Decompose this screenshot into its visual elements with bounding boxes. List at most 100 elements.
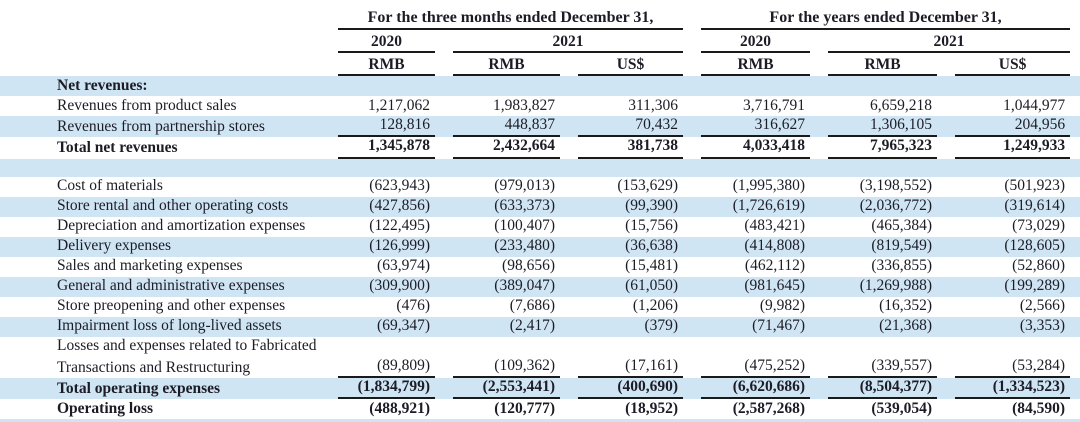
cell-value: 1,249,933 bbox=[937, 137, 1071, 159]
table-row: Total operating expenses (1,834,799) (2,55… bbox=[0, 378, 1080, 400]
row-label bbox=[0, 159, 320, 177]
cell-value: (475,252) bbox=[683, 357, 811, 379]
currency-header: US$ bbox=[578, 56, 684, 76]
cell-value: 381,738 bbox=[560, 137, 684, 159]
cell-value: (2,566) bbox=[1019, 297, 1066, 315]
cell-value: (153,629) bbox=[617, 177, 679, 195]
cell-value: (120,777) bbox=[494, 400, 555, 418]
cell-value: (400,690) bbox=[560, 378, 684, 400]
edge-spacer bbox=[1070, 0, 1080, 30]
table-header: For the three months ended December 31, … bbox=[0, 0, 1080, 76]
cell-value: (98,656) bbox=[502, 257, 555, 275]
cell-value: (15,481) bbox=[625, 257, 679, 275]
row-label: Depreciation and amortization expenses bbox=[57, 217, 306, 235]
row-label: Operating loss bbox=[57, 400, 154, 418]
header-row-period: For the three months ended December 31, … bbox=[0, 0, 1080, 30]
table-row: Losses and expenses related to Fabricate… bbox=[0, 337, 1080, 357]
row-label: Total operating expenses bbox=[57, 380, 221, 398]
edge-spacer bbox=[1070, 237, 1080, 257]
cell-value: (1,834,799) bbox=[320, 378, 435, 400]
cell-value: (1,206) bbox=[632, 297, 679, 315]
row-label: Impairment loss of long-lived assets bbox=[57, 317, 282, 335]
row-label: Revenues from partnership stores bbox=[57, 118, 265, 135]
cell-value: 70,432 bbox=[560, 116, 684, 138]
cell-value: 204,956 bbox=[937, 116, 1071, 138]
cell-value: (1,269,988) bbox=[859, 277, 933, 295]
cell-value bbox=[683, 337, 810, 357]
currency-header: RMB bbox=[453, 56, 560, 76]
cell-value: (1,726,619) bbox=[732, 197, 806, 215]
edge-spacer bbox=[1070, 159, 1080, 177]
cell-value: (465,384) bbox=[871, 217, 933, 235]
edge-spacer bbox=[1070, 96, 1080, 116]
cell-value: (8,504,377) bbox=[810, 378, 938, 400]
cell-value bbox=[683, 159, 810, 177]
cell-value: (414,808) bbox=[744, 237, 806, 255]
cell-value: (309,900) bbox=[369, 277, 430, 295]
edge-spacer bbox=[1070, 76, 1080, 96]
cell-value bbox=[810, 159, 937, 177]
cell-value: 1,983,827 bbox=[493, 96, 555, 114]
cell-value: 128,816 bbox=[320, 116, 435, 138]
cell-value: 4,033,418 bbox=[683, 137, 811, 159]
cell-value: (501,923) bbox=[1004, 177, 1066, 195]
cell-value bbox=[937, 159, 1070, 177]
cell-value: 316,627 bbox=[683, 116, 811, 138]
cell-value: (2,417) bbox=[509, 317, 555, 335]
cell-value bbox=[320, 76, 435, 96]
table-row: Store rental and other operating costs (4… bbox=[0, 196, 1080, 217]
cell-value: 7,965,323 bbox=[810, 137, 938, 159]
col-group-years: For the years ended December 31, bbox=[701, 9, 1071, 30]
cell-value: (71,467) bbox=[752, 317, 806, 335]
row-label: Revenues from product sales bbox=[57, 96, 237, 114]
cell-value: (979,013) bbox=[494, 177, 555, 195]
table-row: Revenues from product sales 1,217,062 1,98… bbox=[0, 96, 1080, 116]
edge-spacer bbox=[1070, 197, 1080, 217]
currency-header: RMB bbox=[828, 56, 938, 76]
cell-value: (233,480) bbox=[494, 237, 555, 255]
currency-header: RMB bbox=[701, 56, 811, 76]
cell-value: (981,645) bbox=[744, 277, 806, 295]
cell-value: (488,921) bbox=[369, 400, 430, 418]
cell-value: (15,756) bbox=[625, 217, 679, 235]
table-row: Sales and marketing expenses (63,974) (98,… bbox=[0, 257, 1080, 277]
currency-header: US$ bbox=[955, 56, 1071, 76]
cell-value: (539,054) bbox=[871, 400, 933, 418]
cell-value: (3,353) bbox=[1019, 317, 1066, 335]
cell-value bbox=[435, 76, 560, 96]
cell-value bbox=[560, 76, 683, 96]
edge-spacer bbox=[1070, 177, 1080, 197]
cell-value: (126,999) bbox=[369, 237, 430, 255]
cell-value: (18,952) bbox=[625, 400, 679, 418]
cell-value: (319,614) bbox=[1004, 197, 1066, 215]
cell-value: (53,284) bbox=[937, 357, 1071, 379]
cell-value: 1,044,977 bbox=[1003, 96, 1066, 114]
row-label: Delivery expenses bbox=[57, 237, 172, 255]
cell-value: (73,029) bbox=[1012, 217, 1066, 235]
cell-value bbox=[937, 337, 1070, 357]
cell-value: (623,943) bbox=[369, 177, 430, 195]
cell-value: (2,587,268) bbox=[732, 400, 806, 418]
cell-value: (7,686) bbox=[509, 297, 555, 315]
cell-value: (61,050) bbox=[625, 277, 679, 295]
cell-value: (63,974) bbox=[377, 257, 430, 275]
edge-spacer bbox=[1070, 337, 1080, 357]
table-row: Store preopening and other expenses (476)… bbox=[0, 297, 1080, 317]
table-body: Net revenues: Revenues from product sales… bbox=[0, 76, 1080, 422]
cell-value: (462,112) bbox=[744, 257, 806, 275]
cell-value: (483,421) bbox=[744, 217, 806, 235]
cell-value bbox=[560, 159, 683, 177]
year-header-fy-2020: 2020 bbox=[701, 33, 811, 53]
cell-value bbox=[320, 159, 435, 177]
cell-value: (3,198,552) bbox=[859, 177, 933, 195]
cell-value: (52,860) bbox=[1012, 257, 1066, 275]
edge-spacer bbox=[1070, 217, 1080, 237]
table-row: Transactions and Restructuring (89,809) (1… bbox=[0, 357, 1080, 379]
cell-value: (389,047) bbox=[494, 277, 555, 295]
row-label: Store preopening and other expenses bbox=[57, 297, 286, 315]
cell-value: 6,659,218 bbox=[870, 96, 933, 114]
cell-value bbox=[683, 76, 810, 96]
cell-value: (99,390) bbox=[625, 197, 679, 215]
cell-value: (339,557) bbox=[810, 357, 938, 379]
cell-value: (21,368) bbox=[879, 317, 933, 335]
